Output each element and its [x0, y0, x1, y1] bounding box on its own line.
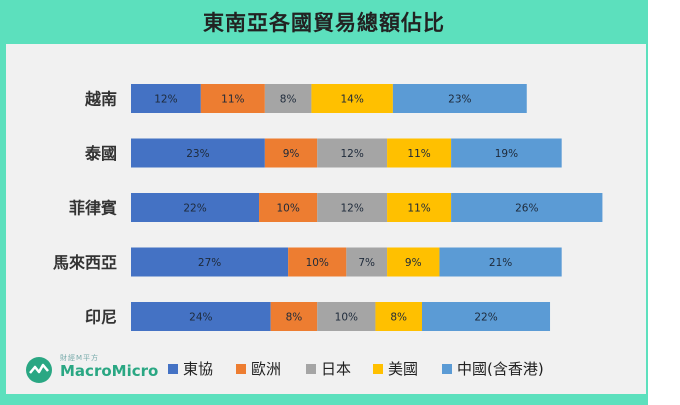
bar-segment [317, 138, 388, 168]
bar-segment [131, 138, 265, 168]
category-label: 馬來西亞 [53, 253, 117, 272]
bar-segment [311, 84, 393, 113]
category-label: 越南 [84, 90, 117, 109]
data-label: 21% [489, 257, 512, 269]
bar-segment [451, 193, 603, 222]
legend-label: 東協 [183, 360, 213, 378]
data-label: 12% [340, 148, 363, 160]
bar-segment [422, 302, 551, 331]
bar-segment [264, 138, 318, 168]
category-label: 菲律賓 [69, 199, 117, 218]
category-label: 泰國 [84, 144, 117, 163]
data-label: 9% [283, 148, 300, 160]
legend-swatch [236, 364, 246, 374]
bar-segment [392, 84, 527, 113]
data-label: 24% [189, 312, 212, 324]
data-label: 8% [390, 312, 407, 324]
bar-segment [375, 302, 422, 331]
legend-label: 日本 [321, 360, 351, 378]
bar-segment [131, 84, 201, 113]
bar-segment [439, 247, 562, 277]
bar-segment [317, 302, 376, 331]
data-label: 7% [358, 257, 375, 269]
chart-title: 東南亞各國貿易總額佔比 [203, 11, 445, 35]
data-label: 19% [495, 148, 518, 160]
macromicro-logo-icon [26, 357, 52, 383]
data-label: 11% [221, 94, 244, 106]
data-label: 11% [407, 203, 430, 215]
legend-label: 中國(含香港) [457, 360, 544, 378]
bar-segment [387, 193, 452, 222]
bar-segment [259, 193, 318, 222]
bar-segment [346, 247, 388, 277]
legend-swatch [306, 364, 316, 374]
logo-brand-text: MacroMicro [60, 362, 159, 380]
bar-segment [288, 247, 347, 277]
data-label: 12% [340, 203, 363, 215]
data-label: 22% [474, 312, 497, 324]
legend-label: 歐洲 [251, 360, 281, 378]
data-label: 8% [280, 94, 297, 106]
bar-segment [270, 302, 318, 331]
data-label: 27% [198, 257, 221, 269]
data-label: 10% [335, 312, 358, 324]
logo-small-text: 財經M平方 [60, 354, 100, 362]
bar-segment [387, 138, 452, 168]
legend-label: 美國 [388, 360, 418, 378]
bar-segment [131, 302, 271, 331]
data-label: 10% [276, 203, 299, 215]
data-label: 10% [306, 257, 329, 269]
data-label: 23% [448, 94, 471, 106]
data-label: 8% [286, 312, 303, 324]
data-label: 23% [186, 148, 209, 160]
bar-segment [131, 193, 260, 222]
legend-swatch [168, 364, 178, 374]
bar-segment [264, 84, 312, 113]
legend-swatch [373, 364, 383, 374]
bar-segment [451, 138, 562, 168]
data-label: 26% [515, 203, 538, 215]
bar-segment [317, 193, 388, 222]
data-label: 11% [407, 148, 430, 160]
bar-segment [200, 84, 265, 113]
brand-logo: 財經M平方 MacroMicro [24, 353, 174, 383]
data-label: 12% [154, 94, 177, 106]
bar-segment [387, 247, 440, 277]
data-label: 22% [183, 203, 206, 215]
category-label: 印尼 [85, 308, 117, 327]
data-label: 14% [340, 94, 363, 106]
data-label: 9% [405, 257, 422, 269]
legend-swatch [442, 364, 452, 374]
bar-segment [131, 247, 289, 277]
